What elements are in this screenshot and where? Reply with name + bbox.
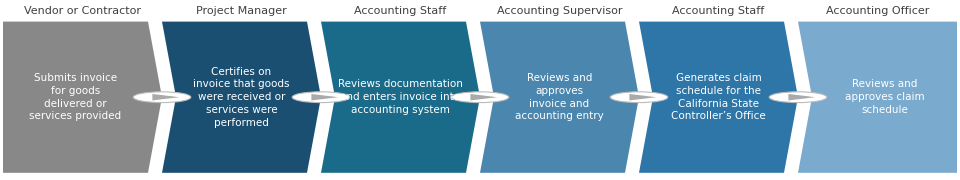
Polygon shape: [798, 22, 957, 173]
Polygon shape: [153, 94, 180, 100]
Polygon shape: [630, 94, 657, 100]
Circle shape: [451, 92, 509, 103]
Polygon shape: [321, 22, 480, 173]
Text: Project Manager: Project Manager: [196, 6, 287, 16]
Circle shape: [769, 92, 827, 103]
Text: Vendor or Contractor: Vendor or Contractor: [24, 6, 141, 16]
Text: Accounting Staff: Accounting Staff: [672, 6, 764, 16]
Circle shape: [133, 92, 191, 103]
Text: Reviews and
approves claim
schedule: Reviews and approves claim schedule: [845, 79, 924, 115]
Text: Accounting Staff: Accounting Staff: [354, 6, 446, 16]
Polygon shape: [470, 94, 497, 100]
Circle shape: [292, 92, 349, 103]
Text: Accounting Officer: Accounting Officer: [826, 6, 929, 16]
Text: Accounting Supervisor: Accounting Supervisor: [496, 6, 622, 16]
Text: Certifies on
invoice that goods
were received or
services were
performed: Certifies on invoice that goods were rec…: [193, 67, 290, 128]
Polygon shape: [311, 94, 338, 100]
Text: Submits invoice
for goods
delivered or
services provided: Submits invoice for goods delivered or s…: [30, 73, 122, 121]
Polygon shape: [3, 22, 162, 173]
Text: Reviews documentation
and enters invoice into
accounting system: Reviews documentation and enters invoice…: [338, 79, 463, 115]
Circle shape: [611, 92, 668, 103]
Text: Generates claim
schedule for the
California State
Controller’s Office: Generates claim schedule for the Califor…: [671, 73, 766, 121]
Text: Reviews and
approves
invoice and
accounting entry: Reviews and approves invoice and account…: [516, 73, 604, 121]
Polygon shape: [480, 22, 639, 173]
Polygon shape: [639, 22, 798, 173]
Polygon shape: [788, 94, 815, 100]
Polygon shape: [162, 22, 321, 173]
